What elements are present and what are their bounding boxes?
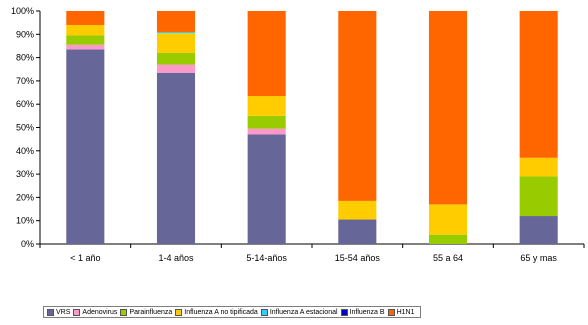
y-tick-label: 70% [16, 76, 34, 86]
bar-segment [156, 31, 196, 34]
y-tick-label: 90% [16, 29, 34, 39]
legend-label: Influenza A no tipificada [184, 308, 258, 316]
bar-segment [156, 52, 196, 65]
legend-label: VRS [56, 308, 71, 316]
y-tick-label: 30% [16, 169, 34, 179]
y-axis: 0% 10% 20% 30% 40% 50% 60% 70% 80% 90% 100% [11, 6, 41, 249]
legend: VRS Adenovirus Parainfluenza Influenza A no… [43, 306, 422, 318]
y-tick-label: 20% [16, 192, 34, 202]
legend-swatch [120, 308, 128, 316]
bar-segment [247, 115, 286, 129]
x-category-label: 5-14-años [246, 253, 287, 263]
legend-swatch [387, 308, 395, 316]
bar-segment [519, 11, 558, 158]
legend-item: Influenza A estacional [260, 308, 338, 316]
legend-item: Influenza A no tipificada [175, 308, 258, 316]
bar-segment [338, 219, 377, 244]
legend-label: Parainfluenza [129, 308, 173, 316]
y-tick-label: 0% [21, 239, 34, 249]
legend-item: VRS [47, 308, 71, 316]
y-tick-label: 60% [16, 99, 34, 109]
bar-segment [428, 204, 468, 235]
legend-item: H1N1 [387, 308, 415, 316]
legend-swatch [175, 308, 183, 316]
bar-segment [519, 157, 558, 177]
bar-segment [66, 11, 105, 25]
bars [66, 11, 558, 245]
bar-segment [66, 24, 105, 36]
bar-segment [338, 11, 377, 201]
bar-segment [66, 49, 105, 244]
bar-segment [247, 11, 286, 97]
stacked-bar-chart: 0% 10% 20% 30% 40% 50% 60% 70% 80% 90% 100% < 1 añ… [11, 6, 585, 263]
legend-swatch [340, 308, 348, 316]
bar-segment [156, 33, 196, 53]
bar-segment [519, 216, 558, 244]
y-tick-label: 50% [16, 123, 34, 133]
legend-label: Adenovirus [82, 308, 118, 316]
x-category-label: 65 y mas [520, 253, 557, 263]
bar-segment [519, 176, 558, 217]
legend-item: Influenza B [340, 308, 385, 316]
legend-label: H1N1 [396, 308, 415, 316]
legend-label: Influenza B [349, 308, 385, 316]
y-tick-label: 80% [16, 53, 34, 63]
bar-segment [156, 72, 196, 245]
y-tick-label: 100% [11, 6, 34, 16]
legend-item: Parainfluenza [120, 308, 173, 316]
legend-swatch [47, 308, 54, 316]
legend-swatch [73, 308, 81, 316]
bar-segment [66, 44, 105, 50]
bar-segment [428, 234, 468, 244]
legend-label: Influenza A estacional [269, 308, 338, 316]
legend-item: Adenovirus [73, 308, 118, 316]
x-category-label: < 1 año [70, 253, 100, 263]
bar-segment [156, 11, 196, 32]
bar-segment [247, 128, 286, 135]
x-category-label: 55 a 64 [433, 253, 463, 263]
bar-segment [247, 134, 286, 244]
x-category-label: 1-4 años [158, 253, 194, 263]
bar-segment [66, 35, 105, 45]
bar-segment [247, 96, 286, 116]
bar-segment [428, 11, 468, 205]
x-category-label: 15-54 años [335, 253, 381, 263]
bar-segment [338, 200, 377, 220]
bar-segment [156, 64, 196, 73]
y-tick-label: 10% [16, 216, 34, 226]
y-tick-label: 40% [16, 146, 34, 156]
legend-swatch [260, 308, 268, 316]
x-axis: < 1 año 1-4 años 5-14-años 15-54 años 55 a 6… [39, 243, 585, 263]
